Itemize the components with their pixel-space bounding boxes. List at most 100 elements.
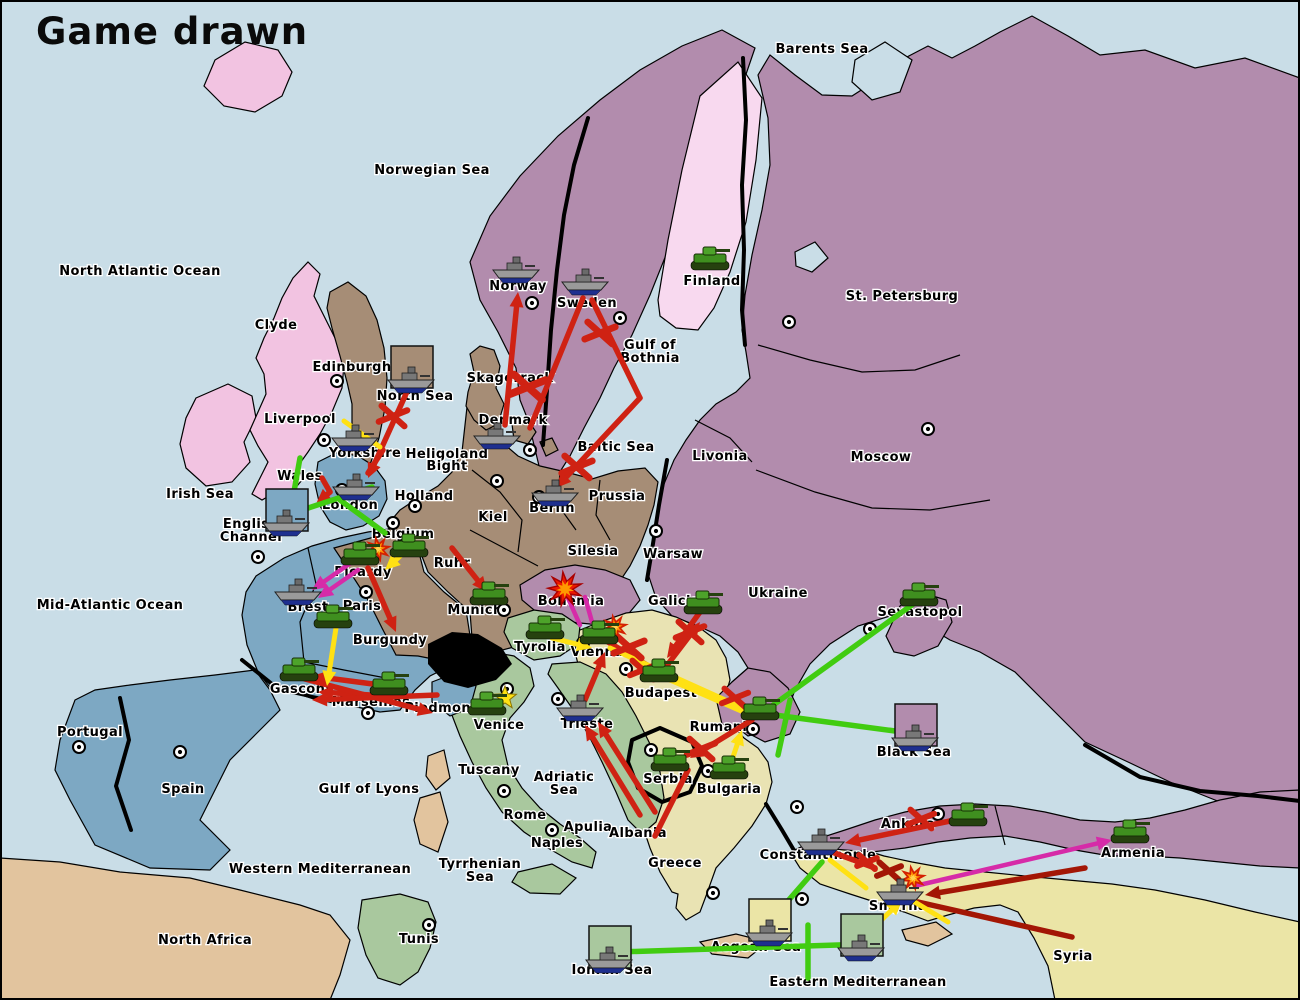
region-tunis bbox=[357, 893, 437, 986]
arrow-head bbox=[318, 685, 334, 700]
ship-superstructure bbox=[851, 940, 868, 949]
fleet-icon bbox=[891, 724, 940, 752]
order-arrow-green-38 bbox=[337, 497, 388, 536]
map-label-bothnia: Bothnia bbox=[620, 351, 680, 366]
region-ireland bbox=[179, 383, 257, 487]
supply-center-core bbox=[617, 315, 623, 321]
ship-bridge bbox=[581, 268, 590, 276]
arrow-head bbox=[385, 554, 401, 570]
arrow-head bbox=[925, 885, 941, 900]
army-paris bbox=[313, 604, 353, 629]
game-status-title: Game drawn bbox=[36, 10, 308, 53]
arrow-head bbox=[509, 292, 524, 308]
ship-hull bbox=[492, 269, 541, 279]
supply-center-core bbox=[786, 319, 792, 325]
supply-center-budapest bbox=[619, 662, 633, 676]
failed-order-x-6 bbox=[672, 618, 708, 646]
ship-keel bbox=[567, 289, 602, 296]
units-layer bbox=[262, 246, 1150, 974]
army-icon bbox=[899, 582, 939, 607]
supply-center-core bbox=[255, 554, 261, 560]
ship-keel bbox=[591, 967, 626, 974]
arrow-shaft bbox=[915, 899, 1075, 940]
map-label-sea: Sea bbox=[466, 870, 494, 885]
arrow-shaft bbox=[615, 941, 873, 955]
explosion-core bbox=[373, 544, 383, 554]
ship-bridge bbox=[512, 256, 521, 264]
ship-hull bbox=[531, 492, 580, 502]
supply-center-naples bbox=[545, 823, 559, 837]
region-finland bbox=[657, 61, 763, 331]
fleet-ionian-sea bbox=[585, 925, 634, 974]
map-label-north-africa: North Africa bbox=[158, 933, 252, 948]
border-finland-russia bbox=[740, 56, 748, 347]
region-switzerland bbox=[428, 632, 512, 688]
arrow-head bbox=[845, 833, 862, 847]
fleet-yorkshire bbox=[331, 424, 380, 452]
army-icon bbox=[467, 691, 507, 716]
tank-barrel bbox=[414, 536, 429, 539]
fleet-aegean-sea bbox=[745, 898, 794, 947]
army-icon bbox=[369, 671, 409, 696]
map-label-venice: Venice bbox=[474, 718, 525, 733]
supply-center-denmark bbox=[523, 443, 537, 457]
supply-center-holland bbox=[408, 499, 422, 513]
ship-superstructure bbox=[401, 372, 418, 381]
region-corsica bbox=[425, 749, 451, 791]
supply-center-core bbox=[623, 666, 629, 672]
map-label-st-petersburg: St. Petersburg bbox=[846, 289, 958, 304]
failed-order-x-10 bbox=[854, 851, 880, 873]
map-label-budapest: Budapest bbox=[625, 686, 698, 701]
map-label-tunis: Tunis bbox=[399, 932, 439, 947]
tank-barrel bbox=[675, 750, 690, 753]
ship-keel bbox=[803, 849, 838, 856]
army-icon bbox=[639, 658, 679, 683]
supply-center-serbia bbox=[644, 743, 658, 757]
ship-hull bbox=[891, 737, 940, 747]
army-galicia bbox=[683, 590, 723, 615]
result-markers-layer bbox=[364, 318, 938, 892]
ship-keel bbox=[280, 599, 315, 606]
border-germany-internal bbox=[469, 469, 611, 567]
map-label-apulia: Apulia bbox=[564, 820, 613, 835]
tank-barrel bbox=[394, 674, 409, 677]
fleet-icon bbox=[797, 828, 846, 856]
ship-superstructure bbox=[759, 925, 776, 934]
tank-turret bbox=[1122, 819, 1137, 829]
map-label-sweden: Sweden bbox=[557, 296, 617, 311]
map-label-rome: Rome bbox=[504, 808, 547, 823]
region-denmark bbox=[465, 345, 505, 431]
fleet-icon bbox=[473, 422, 522, 450]
ship-superstructure bbox=[599, 952, 616, 961]
tank-barrel bbox=[492, 694, 507, 697]
arrow-shaft bbox=[502, 298, 520, 428]
supply-center-norway bbox=[525, 296, 539, 310]
ship-bridge bbox=[576, 694, 585, 702]
ship-hull bbox=[262, 522, 311, 532]
arrow-shaft bbox=[912, 839, 1106, 889]
map-label-gulf-of-lyons: Gulf of Lyons bbox=[319, 782, 420, 797]
border-spain-portugal bbox=[114, 696, 133, 832]
ship-bridge bbox=[765, 919, 774, 927]
ship-bridge bbox=[352, 473, 361, 481]
army-icon bbox=[525, 615, 565, 640]
arrow-head bbox=[592, 652, 606, 669]
tank-turret bbox=[752, 696, 767, 706]
arrow-shaft bbox=[589, 297, 643, 401]
arrow-shaft bbox=[527, 295, 586, 431]
arrow-head bbox=[312, 575, 329, 590]
map-label-munich: Munich bbox=[447, 603, 502, 618]
x-stroke bbox=[558, 457, 596, 477]
map-label-finland: Finland bbox=[683, 274, 740, 289]
map-label-portugal: Portugal bbox=[57, 725, 123, 740]
army-icon bbox=[948, 802, 988, 827]
arrow-shaft bbox=[318, 692, 440, 703]
tank-turret bbox=[702, 246, 717, 256]
ship-hull bbox=[837, 947, 886, 957]
fleet-smyrna bbox=[876, 878, 925, 906]
arrow-shaft bbox=[449, 545, 485, 588]
army-icon bbox=[313, 604, 353, 629]
region-sardinia bbox=[413, 791, 449, 853]
arrow-head bbox=[730, 730, 744, 747]
arrow-head bbox=[598, 722, 612, 739]
